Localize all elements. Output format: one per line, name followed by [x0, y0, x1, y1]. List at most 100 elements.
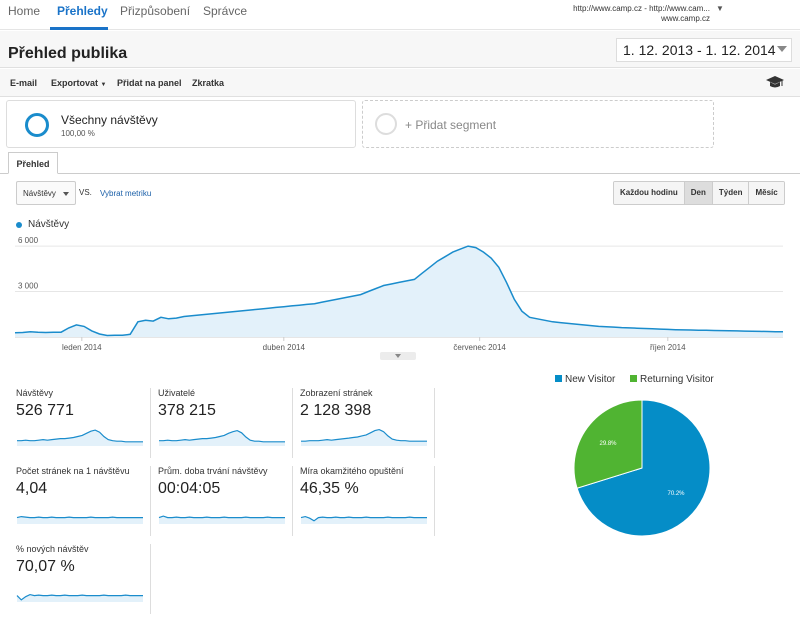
metric-sparkline — [158, 515, 285, 524]
tile-separator — [150, 388, 151, 458]
add-segment-button[interactable]: + Přidat segment — [362, 100, 714, 148]
metric-tile-value: 378 215 — [158, 402, 216, 419]
sparkline-line — [17, 429, 143, 443]
nav-tab-reports[interactable]: Přehledy — [57, 4, 108, 18]
legend-swatch-returning — [630, 375, 637, 382]
metric-tile-label: Počet stránek na 1 návštěvu — [16, 466, 130, 476]
nav-tab-admin[interactable]: Správce — [203, 4, 248, 18]
chevron-down-icon — [63, 192, 69, 196]
segment-percent: 100,00 % — [61, 129, 95, 138]
nav-tab-customization[interactable]: Přizpůsobení — [120, 4, 191, 18]
metric-tile[interactable]: Počet stránek na 1 návštěvu 4,04 — [16, 466, 150, 536]
y-tick-label: 6 000 — [18, 236, 39, 245]
active-tab-indicator — [50, 27, 108, 30]
sparkline-line — [300, 515, 427, 522]
metric-tile-label: Míra okamžitého opuštění — [300, 466, 404, 476]
tile-separator — [434, 466, 435, 536]
metric-sparkline — [16, 593, 143, 602]
page-title: Přehled publika — [8, 45, 128, 62]
segment-all-visits[interactable]: Všechny návštěvy 100,00 % — [6, 100, 356, 148]
metric-sparkline — [300, 515, 427, 524]
sparkline-area — [17, 430, 143, 446]
add-to-dashboard-button[interactable]: Přidat na panel — [117, 78, 182, 88]
tile-separator — [292, 466, 293, 536]
export-button[interactable]: Exportovat ▼ — [51, 78, 106, 88]
export-label: Exportovat — [51, 78, 99, 88]
sparkline-line — [159, 429, 285, 443]
chevron-down-icon — [777, 46, 787, 52]
tile-separator — [150, 544, 151, 614]
series-legend-label: Návštěvy — [28, 219, 70, 230]
metric-tile-value: 4,04 — [16, 480, 48, 497]
chart-collapse-handle[interactable] — [380, 352, 416, 360]
series-area — [15, 246, 783, 337]
metric-sparkline — [17, 429, 143, 446]
tab-overview[interactable]: Přehled — [8, 152, 58, 174]
granularity-month-button[interactable]: Měsíc — [749, 182, 784, 204]
x-tick-label: červenec 2014 — [453, 343, 506, 352]
x-tick-label: duben 2014 — [263, 343, 306, 352]
pie-slice[interactable] — [576, 399, 711, 537]
metric-tile[interactable]: Prům. doba trvání návštěvy 00:04:05 — [158, 466, 292, 536]
tab-divider — [0, 173, 800, 174]
sparkline-area — [301, 429, 427, 446]
date-range-picker[interactable]: 1. 12. 2013 - 1. 12. 2014 — [616, 38, 792, 62]
sparkline-line — [158, 515, 285, 519]
series-legend-dot — [16, 222, 22, 228]
metric-tile-value: 2 128 398 — [300, 402, 372, 419]
metric-tile-label: Uživatelé — [158, 388, 196, 398]
metric-tile[interactable]: Míra okamžitého opuštění 46,35 % — [300, 466, 434, 536]
metric-tile-value: 70,07 % — [16, 558, 75, 575]
granularity-day-button[interactable]: Den — [684, 182, 713, 204]
y-tick-label: 3 000 — [18, 282, 39, 291]
tile-separator — [150, 466, 151, 536]
granularity-week-button[interactable]: Týden — [712, 182, 750, 204]
sparkline-area — [17, 516, 143, 524]
pie-slice-label: 29.8% — [599, 441, 617, 447]
account-dropdown-icon[interactable]: ▼ — [716, 4, 724, 13]
metric-tile-label: Prům. doba trvání návštěvy — [158, 466, 268, 476]
sparkline-line — [16, 515, 143, 519]
pie-legend-new-label: New Visitor — [565, 374, 616, 385]
report-toolbar: E-mail Exportovat ▼ Přidat na panel Zkra… — [0, 69, 800, 97]
series-line — [14, 245, 783, 337]
segment-title: Všechny návštěvy — [61, 113, 158, 127]
metric-tile-value: 46,35 % — [300, 480, 359, 497]
x-tick-label: říjen 2014 — [650, 343, 686, 352]
metric-tile[interactable]: % nových návštěv 70,07 % — [16, 544, 150, 614]
account-line-1: http://www.camp.cz - http://www.cam... — [573, 4, 710, 13]
metric-tile[interactable]: Uživatelé 378 215 — [158, 388, 292, 458]
metric-tile-value: 526 771 — [16, 402, 74, 419]
granularity-hourly-button[interactable]: Každou hodinu — [614, 182, 685, 204]
metric-tile-label: Zobrazení stránek — [300, 388, 373, 398]
pie-legend-returning-label: Returning Visitor — [640, 374, 714, 385]
sparkline-area — [159, 430, 285, 446]
segment-ring-icon — [25, 113, 49, 137]
pie-slice[interactable] — [573, 399, 643, 489]
metric-tile[interactable]: Návštěvy 526 771 — [16, 388, 150, 458]
date-range-text: 1. 12. 2013 - 1. 12. 2014 — [623, 42, 776, 58]
empty-ring-icon — [375, 113, 397, 135]
account-line-2: www.camp.cz — [661, 14, 710, 23]
nav-tab-home[interactable]: Home — [8, 4, 41, 18]
metric-tile[interactable]: Zobrazení stránek 2 128 398 — [300, 388, 434, 458]
choose-metric-link[interactable]: Vybrat metriku — [100, 189, 152, 198]
tile-separator — [434, 388, 435, 458]
metric-select[interactable]: Návštěvy — [16, 181, 76, 205]
x-tick-label: leden 2014 — [62, 343, 102, 352]
caret-down-icon: ▼ — [100, 82, 107, 88]
shortcut-button[interactable]: Zkratka — [192, 78, 225, 88]
metric-sparkline — [16, 515, 143, 524]
metric-sparkline — [301, 428, 427, 446]
tile-separator — [292, 388, 293, 458]
sparkline-line — [16, 593, 143, 601]
page-header: Přehled publika 1. 12. 2013 - 1. 12. 201… — [0, 31, 800, 68]
graduation-cap-icon[interactable] — [766, 75, 784, 89]
email-button[interactable]: E-mail — [10, 78, 38, 88]
account-selector[interactable]: http://www.camp.cz - http://www.cam... w… — [573, 4, 710, 24]
visitor-type-pie-chart: 70.2% 29.8% — [573, 399, 711, 537]
pie-legend-new: New Visitor — [555, 374, 615, 385]
pie-legend-returning: Returning Visitor — [630, 374, 714, 385]
sparkline-line — [301, 428, 427, 442]
pie-slice-label: 70.2% — [667, 491, 685, 497]
